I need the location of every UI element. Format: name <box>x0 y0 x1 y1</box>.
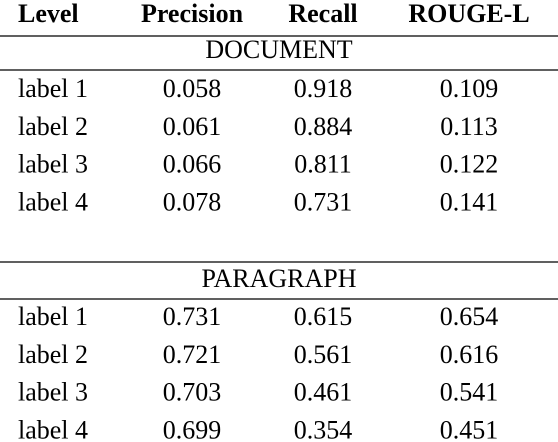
cell: 0.066 <box>163 150 222 179</box>
cell: 0.122 <box>440 150 499 179</box>
cell: 0.703 <box>163 378 222 407</box>
cell: 0.616 <box>440 340 499 369</box>
cell: 0.615 <box>294 302 353 331</box>
cell: 0.061 <box>163 112 222 141</box>
cell: 0.561 <box>294 340 353 369</box>
row-label: label 1 <box>18 302 88 331</box>
section-title: PARAGRAPH <box>201 264 356 293</box>
cell: 0.884 <box>294 112 353 141</box>
cell: 0.811 <box>294 150 352 179</box>
section-title: DOCUMENT <box>205 35 352 64</box>
row-label: label 2 <box>18 340 88 369</box>
cell: 0.721 <box>163 340 222 369</box>
cell: 0.141 <box>440 187 499 216</box>
row-label: label 1 <box>18 74 88 103</box>
row-label: label 3 <box>18 378 88 407</box>
row-label: label 2 <box>18 112 88 141</box>
row-label: label 4 <box>18 187 88 216</box>
cell: 0.354 <box>294 415 353 442</box>
cell: 0.541 <box>440 378 499 407</box>
cell: 0.699 <box>163 415 222 442</box>
row-label: label 3 <box>18 150 88 179</box>
column-header: Level <box>18 0 79 28</box>
row-label: label 4 <box>18 415 88 442</box>
cell: 0.058 <box>163 74 222 103</box>
column-header: Recall <box>288 0 357 28</box>
column-header: Precision <box>141 0 244 28</box>
cell: 0.731 <box>163 302 222 331</box>
cell: 0.451 <box>440 415 499 442</box>
cell: 0.731 <box>294 187 353 216</box>
cell: 0.078 <box>163 187 222 216</box>
cell: 0.113 <box>440 112 498 141</box>
cell: 0.109 <box>440 74 499 103</box>
cell: 0.918 <box>294 74 353 103</box>
cell: 0.461 <box>294 378 353 407</box>
column-header: ROUGE-L <box>408 0 529 28</box>
cell: 0.654 <box>440 302 499 331</box>
